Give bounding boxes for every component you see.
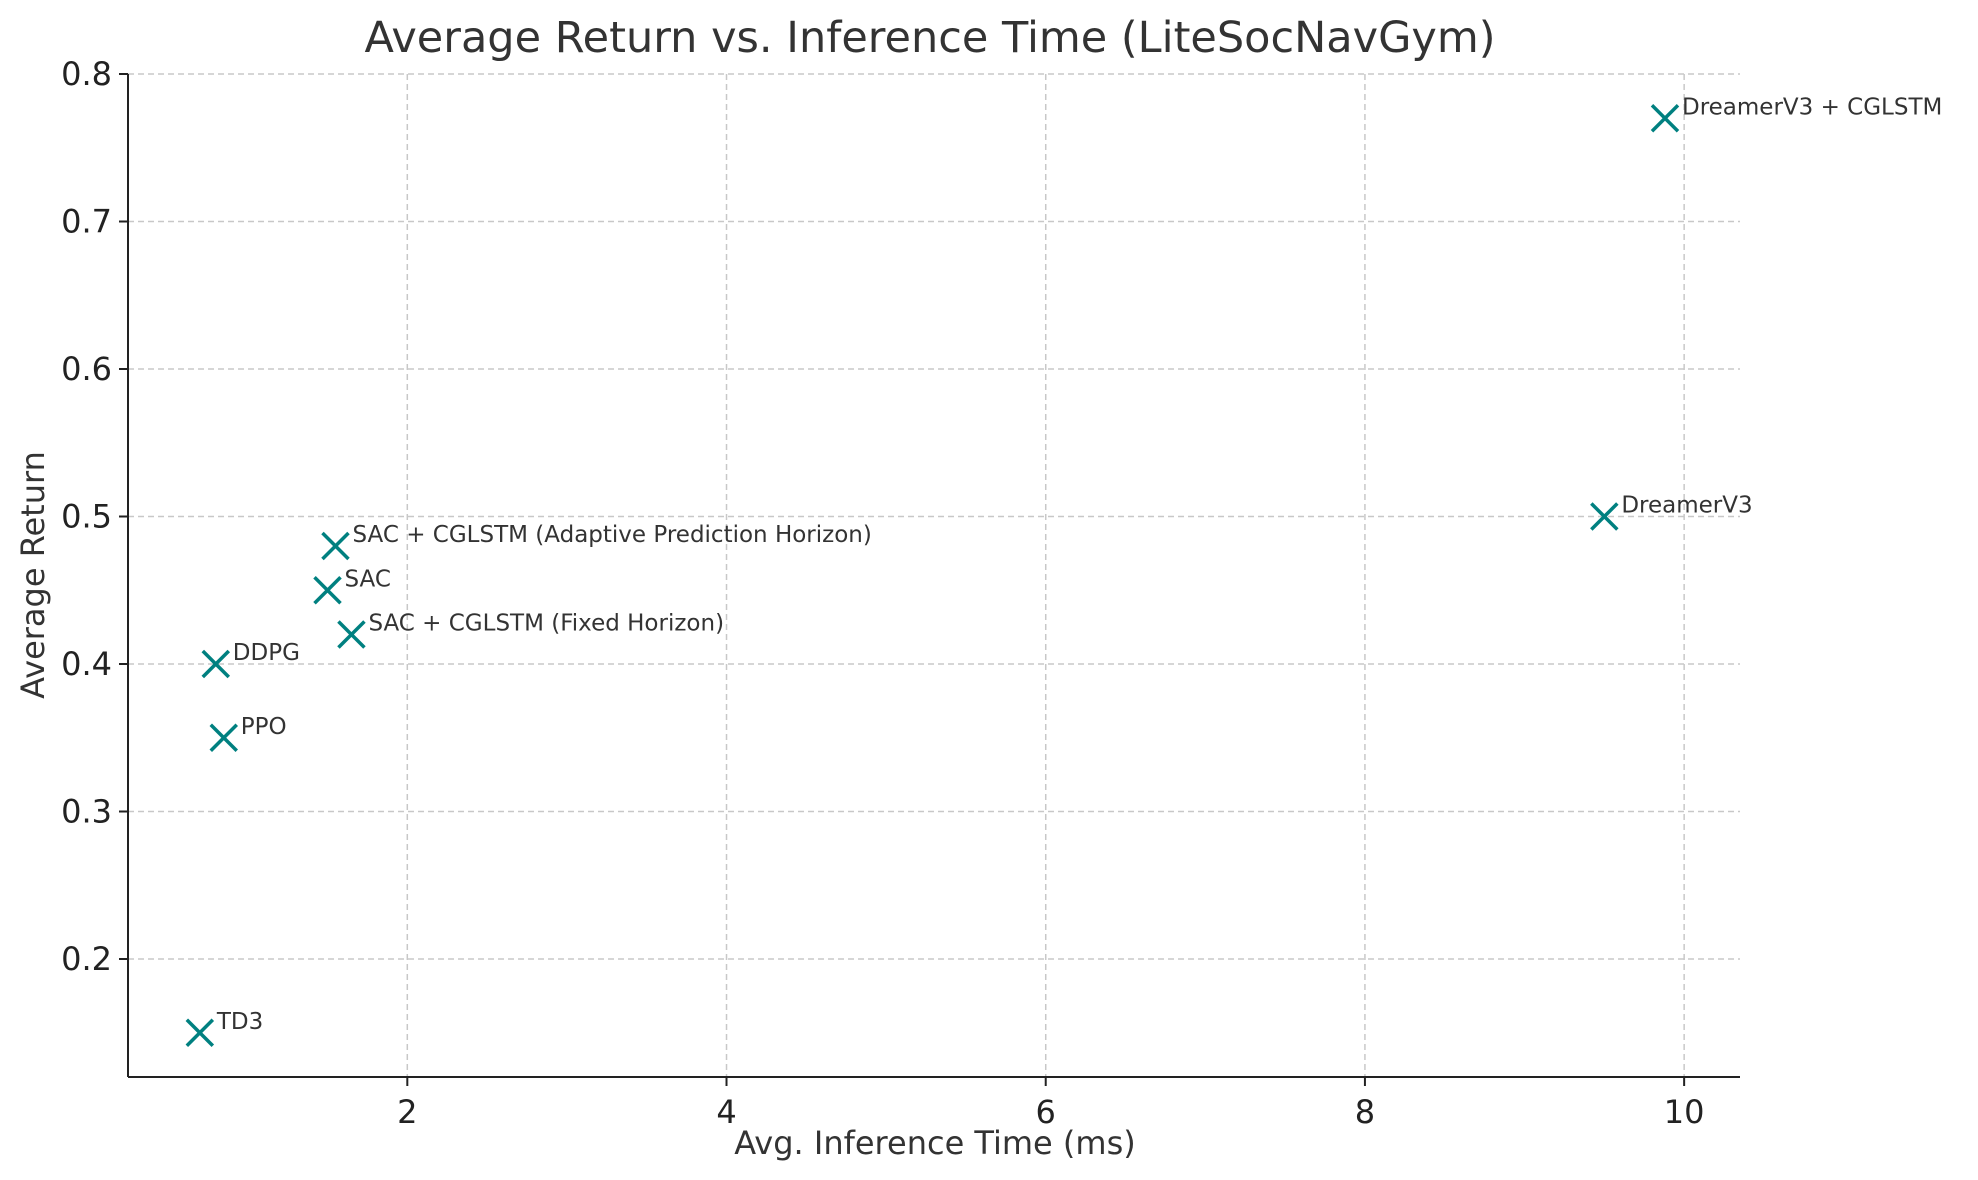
data-label: SAC + CGLSTM (Adaptive Prediction Horizo…	[352, 522, 871, 548]
y-tick-label: 0.5	[61, 498, 112, 536]
y-axis-label: Average Return	[14, 451, 52, 699]
grid	[128, 73, 1740, 1077]
axes	[127, 74, 1740, 1078]
point-labels: TD3 DDPG PPO SAC SAC + CGLSTM (Adaptive Pred…	[216, 94, 1943, 1035]
marker-stroke	[313, 576, 342, 605]
y-tick-label: 0.4	[61, 645, 112, 683]
y-tick-label: 0.7	[61, 203, 112, 241]
data-point	[337, 620, 366, 649]
marker-stroke	[1590, 502, 1619, 531]
ticks: 2 4 6 8 10 0.2 0.3 0.4 0.5 0.6 0.7 0.8	[61, 55, 1704, 1131]
y-tick-label: 0.2	[61, 940, 112, 978]
data-label: PPO	[241, 714, 287, 740]
data-point	[1590, 502, 1619, 531]
data-label: SAC + CGLSTM (Fixed Horizon)	[368, 611, 724, 637]
data-label: SAC	[345, 566, 391, 592]
x-tick-label: 10	[1664, 1093, 1705, 1131]
data-points	[185, 104, 1680, 1047]
y-tick-label: 0.3	[61, 793, 112, 831]
x-tick-label: 4	[716, 1093, 736, 1131]
data-label: TD3	[216, 1009, 263, 1035]
marker-stroke	[337, 620, 366, 649]
x-axis-label: Avg. Inference Time (ms)	[734, 1124, 1135, 1162]
x-tick-label: 2	[397, 1093, 417, 1131]
data-point	[321, 531, 350, 561]
marker-stroke	[1650, 104, 1680, 133]
data-point	[201, 649, 231, 679]
data-point	[313, 576, 342, 605]
x-tick-label: 6	[1036, 1093, 1056, 1131]
marker-stroke	[185, 1018, 215, 1047]
y-tick-label: 0.8	[61, 55, 112, 93]
data-point	[185, 1018, 215, 1047]
marker-stroke	[209, 723, 238, 752]
data-label: DDPG	[233, 640, 300, 666]
marker-stroke	[201, 649, 231, 679]
data-point	[209, 723, 238, 752]
x-tick-label: 8	[1355, 1093, 1375, 1131]
data-label: DreamerV3 + CGLSTM	[1682, 94, 1942, 120]
y-tick-label: 0.6	[61, 350, 112, 388]
marker-stroke	[321, 531, 350, 561]
data-point	[1650, 104, 1680, 133]
data-label: DreamerV3	[1621, 493, 1752, 519]
chart-title: Average Return vs. Inference Time (LiteS…	[364, 13, 1495, 63]
